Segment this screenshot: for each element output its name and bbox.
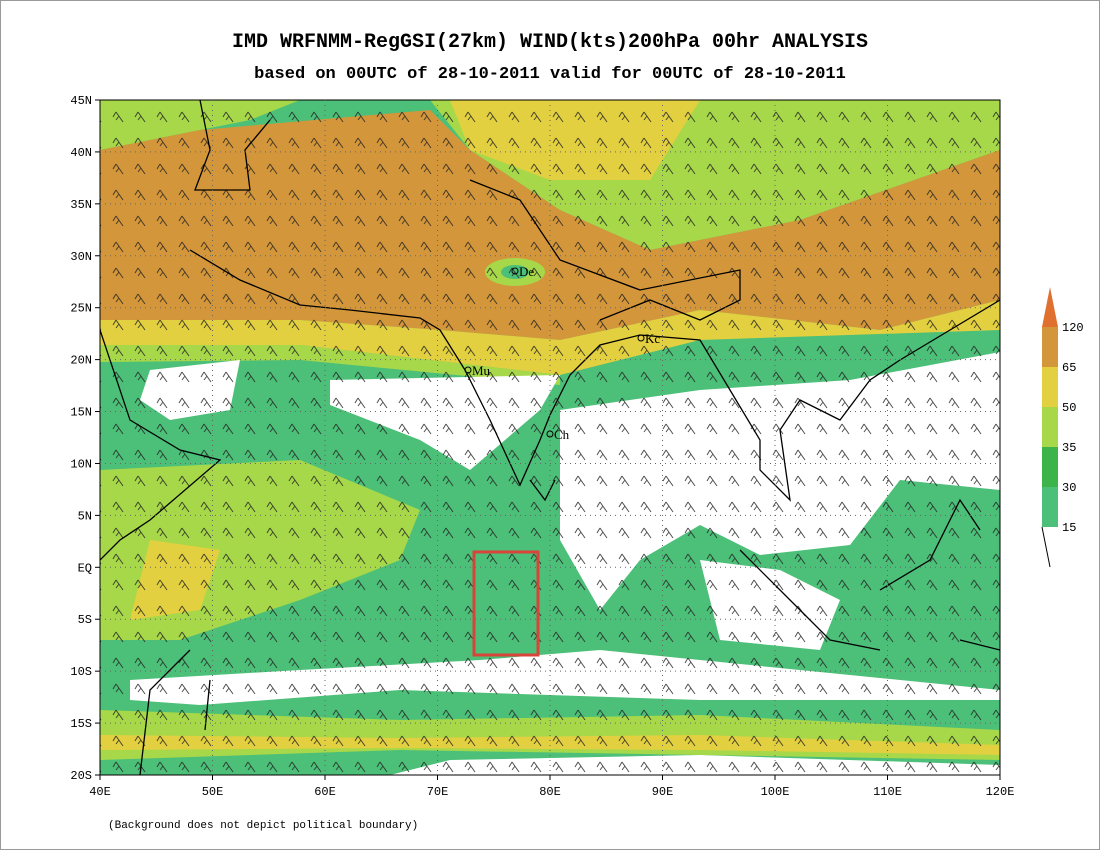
legend-label: 120 xyxy=(1062,321,1084,335)
lat-label: 15S xyxy=(70,717,92,731)
lat-label: 20S xyxy=(70,769,92,783)
lat-label: 10N xyxy=(70,457,92,471)
lon-label: 60E xyxy=(314,785,336,799)
title: IMD WRFNMM-RegGSI(27km) WIND(kts)200hPa … xyxy=(232,31,868,54)
lon-label: 90E xyxy=(652,785,674,799)
city-label: Ch xyxy=(554,427,570,442)
legend-swatch xyxy=(1042,407,1058,447)
lon-label: 80E xyxy=(539,785,561,799)
legend-swatch xyxy=(1042,447,1058,487)
legend-tail xyxy=(1041,526,1051,568)
city-marker xyxy=(546,430,554,438)
legend-swatch xyxy=(1042,327,1058,367)
lat-label: 20N xyxy=(70,354,92,368)
lon-label: 40E xyxy=(89,785,111,799)
legend-label: 15 xyxy=(1062,521,1076,535)
city-marker xyxy=(511,267,519,275)
city-label: De xyxy=(519,264,534,279)
lat-label: EQ xyxy=(78,561,92,575)
lat-label: 5S xyxy=(78,613,92,627)
lat-label: 40N xyxy=(70,146,92,160)
legend-label: 65 xyxy=(1062,361,1076,375)
legend-label: 30 xyxy=(1062,481,1076,495)
lon-label: 120E xyxy=(986,785,1015,799)
city-label: Kc xyxy=(645,331,660,346)
legend-arrow xyxy=(1042,287,1058,327)
city-marker xyxy=(464,366,472,374)
lon-label: 50E xyxy=(202,785,224,799)
lon-label: 70E xyxy=(427,785,449,799)
lat-label: 5N xyxy=(78,509,92,523)
legend-label: 35 xyxy=(1062,441,1076,455)
city-label: Mu xyxy=(472,363,491,378)
lat-label: 15N xyxy=(70,406,92,420)
lat-label: 10S xyxy=(70,665,92,679)
lon-label: 110E xyxy=(873,785,902,799)
highlight-box xyxy=(472,550,540,657)
lat-label: 35N xyxy=(70,198,92,212)
city-marker xyxy=(637,334,645,342)
legend-swatch xyxy=(1042,367,1058,407)
subtitle: based on 00UTC of 28-10-2011 valid for 0… xyxy=(254,65,846,84)
lat-label: 45N xyxy=(70,94,92,108)
legend-label: 50 xyxy=(1062,401,1076,415)
legend-swatch xyxy=(1042,487,1058,527)
lat-label: 25N xyxy=(70,302,92,316)
lon-label: 100E xyxy=(761,785,790,799)
lat-label: 30N xyxy=(70,250,92,264)
footnote: (Background does not depict political bo… xyxy=(108,820,418,832)
